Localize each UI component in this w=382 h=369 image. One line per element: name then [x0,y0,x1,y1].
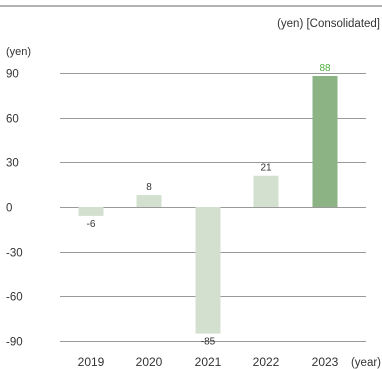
x-tick-label-2020: 2020 [136,355,163,369]
value-label-2020: 8 [146,182,152,193]
bar-2021 [195,207,221,334]
y-tick-label: -30 [6,248,23,260]
x-tick-label-2021: 2021 [195,355,222,369]
value-label-2021: -85 [201,337,216,348]
y-tick-label: -90 [6,337,23,349]
value-labels: -6 8 -85 21 88 [87,63,331,348]
y-axis-ticks: 90 60 30 0 -30 -60 -90 [6,69,23,349]
bar-2023 [312,75,338,207]
y-tick-label: -60 [6,292,23,304]
y-tick-label: 0 [6,203,12,215]
y-tick-label: 60 [6,114,19,126]
bars [78,75,338,334]
x-tick-label-2022: 2022 [253,355,280,369]
x-axis-unit: (year) [351,357,381,369]
value-label-2023: 88 [319,63,331,74]
chart-note: (yen) [Consolidated] [277,18,380,30]
bar-2020 [136,195,162,207]
value-label-2022: 21 [260,163,272,174]
x-axis-ticks: 2019 2020 2021 2022 2023 [78,355,339,369]
y-tick-label: 90 [6,69,19,81]
x-tick-label-2019: 2019 [78,355,105,369]
y-tick-label: 30 [6,158,19,170]
y-axis-unit: (yen) [6,46,31,58]
bar-2019 [78,207,104,216]
bar-2022 [253,175,279,207]
x-tick-label-2023: 2023 [312,355,339,369]
value-label-2019: -6 [87,219,96,230]
